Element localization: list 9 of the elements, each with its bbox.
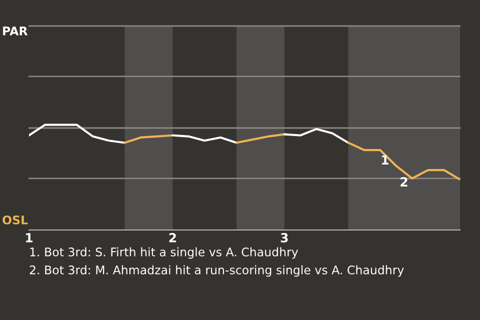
x-tick-label: 3: [280, 233, 288, 242]
text: 1. Bot 3rd: S. Firth hit a single vs A. Chaudhry: [30, 247, 298, 259]
x-tick-label: 1: [26, 233, 32, 242]
text: OSL: [2, 215, 28, 224]
annotation: 2: [400, 177, 408, 186]
text: PAR: [3, 26, 28, 36]
x-tick-label: 2: [169, 233, 176, 242]
text: 2. Bot 3rd: M. Ahmadzai hit a run-scoring single vs A. Chaudhry: [30, 265, 404, 277]
annotation: 1: [382, 155, 388, 164]
